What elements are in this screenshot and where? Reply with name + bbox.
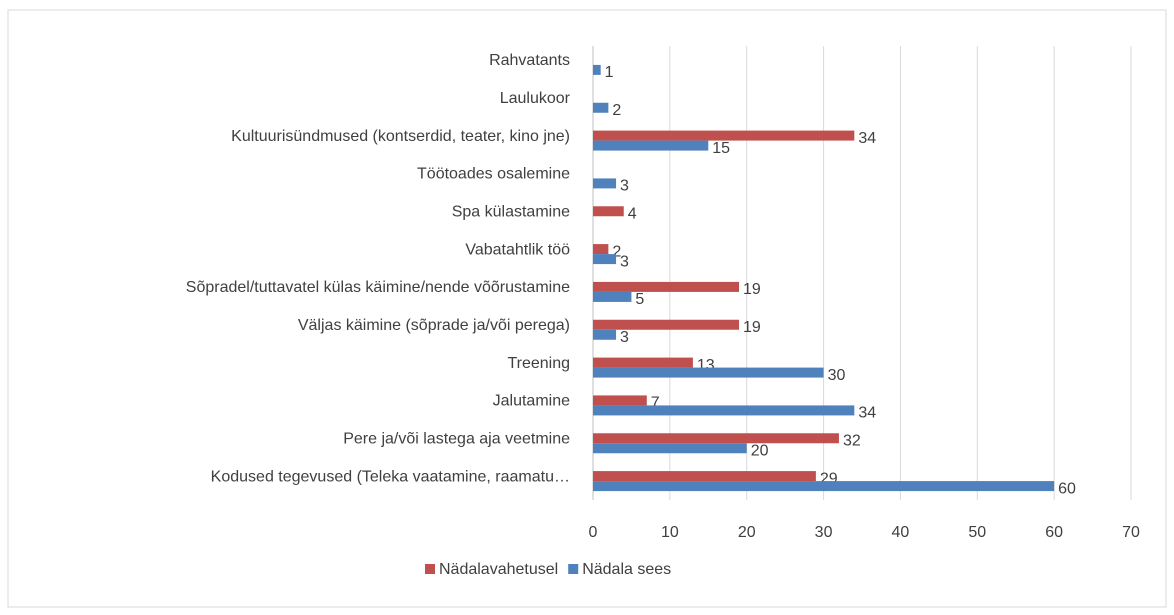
x-tick-label: 70 bbox=[1122, 524, 1140, 541]
bar bbox=[593, 357, 693, 368]
data-label: 32 bbox=[843, 432, 861, 449]
data-label: 19 bbox=[743, 319, 761, 336]
legend-swatch bbox=[425, 564, 435, 574]
bar bbox=[593, 395, 647, 406]
data-label: 19 bbox=[743, 281, 761, 298]
x-tick-label: 0 bbox=[589, 524, 598, 541]
y-tick-label: Pere ja/või lastega aja veetmine bbox=[343, 430, 570, 447]
chart-border bbox=[7, 9, 1167, 608]
bar bbox=[593, 178, 617, 189]
data-label: 4 bbox=[628, 205, 637, 222]
y-tick-label: Jalutamine bbox=[493, 393, 570, 410]
data-label: 60 bbox=[1058, 480, 1076, 497]
bar bbox=[593, 481, 1055, 492]
data-label: 5 bbox=[635, 291, 644, 308]
bar bbox=[593, 433, 839, 444]
data-label: 3 bbox=[620, 253, 629, 270]
bar bbox=[593, 281, 740, 292]
bar bbox=[593, 206, 624, 217]
legend-swatch bbox=[568, 564, 579, 574]
bar bbox=[593, 405, 855, 416]
bar bbox=[593, 329, 617, 340]
bar bbox=[593, 130, 855, 141]
y-tick-label: Kultuurisündmused (kontserdid, teater, k… bbox=[231, 128, 570, 145]
x-tick-label: 50 bbox=[968, 524, 986, 541]
bar bbox=[593, 471, 816, 482]
y-tick-label: Spa külastamine bbox=[452, 203, 570, 220]
data-label: 3 bbox=[620, 329, 629, 346]
legend-label: Nädala sees bbox=[582, 561, 671, 578]
y-tick-label: Treening bbox=[507, 355, 570, 372]
data-label: 7 bbox=[651, 395, 660, 412]
data-label: 34 bbox=[858, 405, 876, 422]
data-label: 15 bbox=[712, 140, 730, 157]
data-label: 2 bbox=[612, 243, 621, 260]
bar bbox=[593, 443, 747, 454]
bar bbox=[593, 64, 601, 75]
legend-label: Nädalavahetusel bbox=[439, 561, 558, 578]
bar bbox=[593, 291, 632, 302]
y-tick-label: Kodused tegevused (Teleka vaatamine, raa… bbox=[211, 468, 570, 485]
y-tick-label: Töötoades osalemine bbox=[417, 166, 570, 183]
x-tick-label: 10 bbox=[661, 524, 679, 541]
data-label: 2 bbox=[612, 102, 621, 119]
bar bbox=[593, 244, 609, 255]
data-label: 20 bbox=[751, 442, 769, 459]
data-label: 3 bbox=[620, 178, 629, 195]
y-tick-label: Vabatahtlik töö bbox=[465, 241, 570, 258]
bar bbox=[593, 140, 709, 151]
bar bbox=[593, 367, 824, 378]
x-tick-label: 60 bbox=[1045, 524, 1063, 541]
data-label: 1 bbox=[605, 64, 614, 81]
y-tick-label: Rahvatants bbox=[489, 52, 570, 69]
bar bbox=[593, 319, 740, 330]
data-label: 30 bbox=[828, 367, 846, 384]
data-label: 34 bbox=[858, 130, 876, 147]
bar bbox=[593, 102, 609, 113]
y-tick-label: Laulukoor bbox=[500, 90, 571, 107]
y-tick-label: Sõpradel/tuttavatel külas käimine/nende … bbox=[186, 279, 570, 296]
y-tick-label: Väljas käimine (sõprade ja/või perega) bbox=[298, 317, 570, 334]
bar bbox=[593, 254, 617, 265]
x-tick-label: 20 bbox=[738, 524, 756, 541]
x-tick-label: 30 bbox=[815, 524, 833, 541]
x-tick-label: 40 bbox=[892, 524, 910, 541]
